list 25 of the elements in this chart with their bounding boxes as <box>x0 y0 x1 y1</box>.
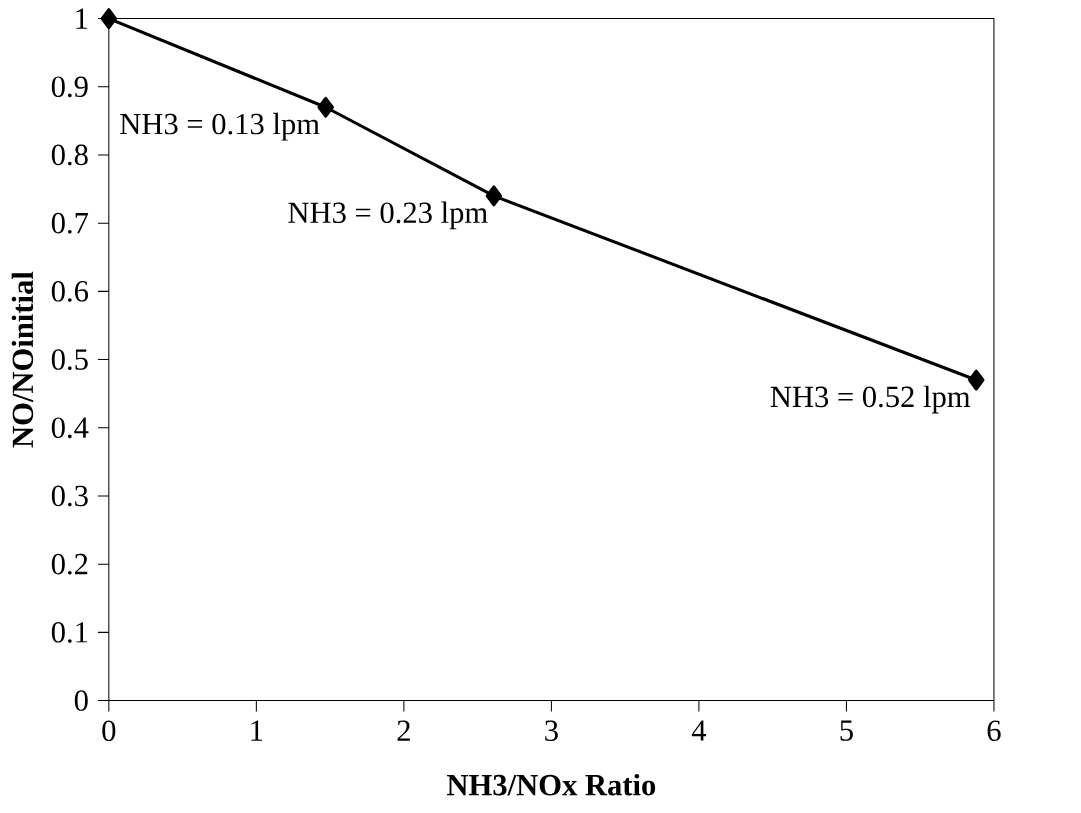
x-tick-label: 1 <box>251 720 263 741</box>
y-tick-label: 0.6 <box>51 280 89 302</box>
y-tick-label: 0.9 <box>51 76 88 98</box>
y-tick-label: 0.4 <box>51 417 89 439</box>
x-tick-label: 3 <box>545 720 558 741</box>
x-tick-label: 0 <box>102 720 116 742</box>
point <box>968 369 985 391</box>
point <box>100 8 118 30</box>
y-tick-label: 0.5 <box>51 349 88 370</box>
x-tick-label: 4 <box>691 720 707 741</box>
x-axis-title: NH3/NOx Ratio <box>447 773 656 796</box>
y-tick-label: 0.8 <box>51 144 88 166</box>
annotation: NH3 = 0.23 lpm <box>288 201 488 230</box>
y-tick-label: 1 <box>76 8 88 29</box>
y-tick-label: 0 <box>74 690 88 711</box>
y-tick-label: 0.3 <box>51 485 88 507</box>
x-tick-label: 2 <box>397 720 410 741</box>
annotation: NH3 = 0.52 lpm <box>770 385 971 414</box>
y-tick-label: 0.2 <box>51 553 88 575</box>
y-tick-label: 0.1 <box>51 621 88 643</box>
x-tick-label: 6 <box>987 720 1001 741</box>
x-tick-label: 5 <box>840 720 853 741</box>
annotation: NH3 = 0.13 lpm <box>120 112 320 141</box>
y-axis-title: NO/NOinitial <box>11 271 34 448</box>
y-tick-label: 0.7 <box>51 212 89 234</box>
